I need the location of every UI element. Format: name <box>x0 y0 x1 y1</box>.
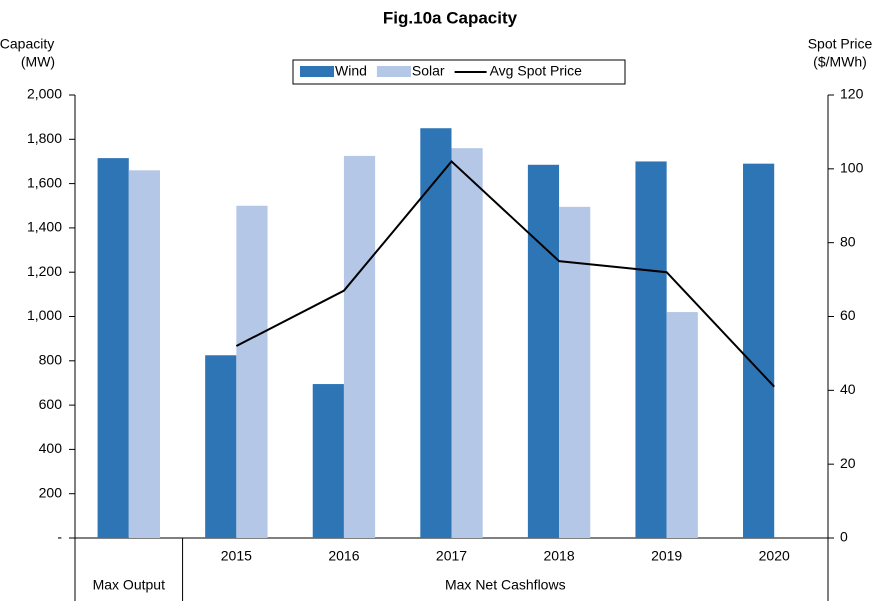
y-axis-title: (MW) <box>21 54 55 70</box>
y2-tick-label: 60 <box>840 307 856 323</box>
bar <box>312 384 344 538</box>
y-tick-label: 800 <box>39 352 63 368</box>
bar <box>420 128 452 538</box>
bar <box>236 205 268 538</box>
y2-tick-label: 0 <box>840 529 848 545</box>
y2-axis-title: ($/MWh) <box>813 54 867 70</box>
y2-axis-title: Spot Price <box>808 36 873 52</box>
x-tick-label: 2017 <box>436 548 467 564</box>
y-tick-label: 1,400 <box>27 219 62 235</box>
bar <box>743 163 775 539</box>
y-tick-label: 600 <box>39 396 63 412</box>
y2-tick-label: 120 <box>840 86 864 102</box>
y-tick-label: 2,000 <box>27 86 62 102</box>
bar <box>97 158 129 538</box>
group-label: Max Output <box>93 577 165 593</box>
x-tick-label: 2020 <box>759 548 790 564</box>
legend-swatch <box>376 66 411 77</box>
y-tick-label: 1,200 <box>27 263 62 279</box>
legend-label: Solar <box>412 63 445 79</box>
y-tick-label: 1,000 <box>27 307 62 323</box>
x-tick-label: 2015 <box>221 548 252 564</box>
bar <box>128 170 160 538</box>
bar <box>451 148 483 538</box>
legend-label: Wind <box>335 63 367 79</box>
bar <box>205 355 237 538</box>
legend-label: Avg Spot Price <box>490 63 583 79</box>
y-tick-label: - <box>57 529 62 545</box>
bar <box>559 206 591 539</box>
y-tick-label: 1,600 <box>27 174 62 190</box>
bar <box>343 155 376 538</box>
x-tick-label: 2016 <box>328 548 359 564</box>
legend-swatch <box>300 66 334 77</box>
y2-tick-label: 100 <box>840 160 864 176</box>
x-tick-label: 2018 <box>543 548 574 564</box>
x-tick-label: 2019 <box>651 548 682 564</box>
bar <box>527 164 560 538</box>
line <box>235 159 775 388</box>
y-tick-label: 200 <box>39 484 63 500</box>
bar <box>635 161 667 538</box>
y2-tick-label: 20 <box>840 455 856 471</box>
bar <box>666 312 698 538</box>
y-axis-title: Capacity <box>0 36 54 52</box>
y2-tick-label: 40 <box>840 381 856 397</box>
y2-tick-label: 80 <box>840 233 856 249</box>
y-tick-label: 400 <box>39 440 63 456</box>
group-label: Max Net Cashflows <box>445 577 566 593</box>
y-tick-label: 1,800 <box>27 130 62 146</box>
chart-title: Fig.10a Capacity <box>383 8 518 27</box>
